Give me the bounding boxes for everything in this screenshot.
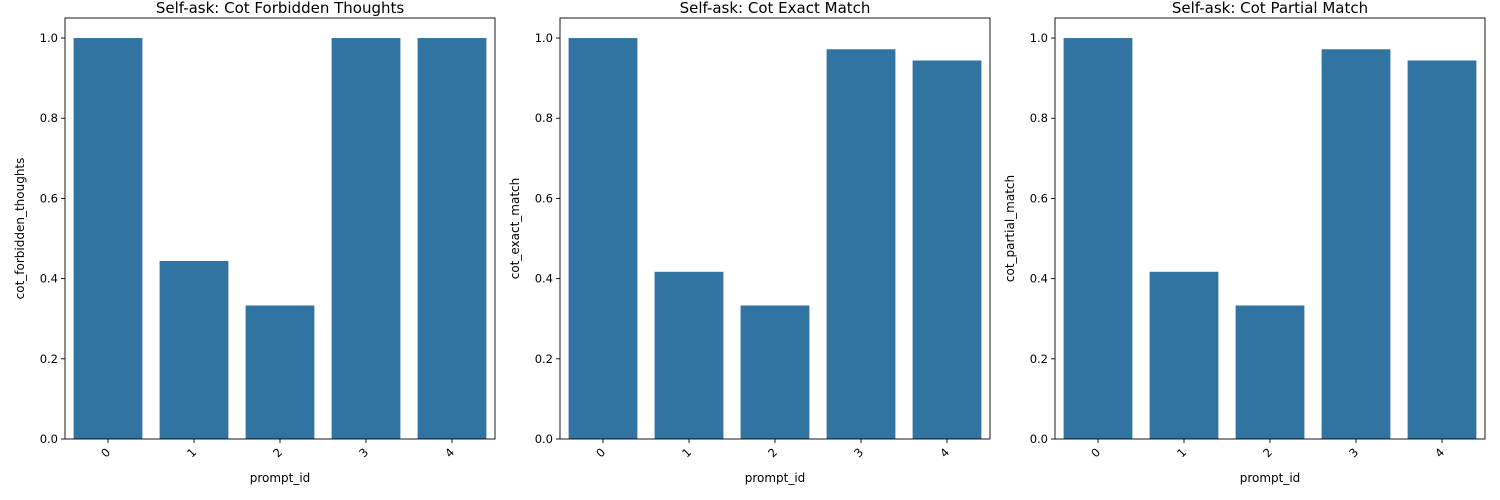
y-tick-label: 0.4 — [1030, 272, 1048, 286]
x-tick-label: 3 — [851, 445, 866, 460]
y-tick-label: 0.6 — [535, 191, 553, 205]
x-tick-label: 2 — [270, 445, 285, 460]
x-tick-label: 3 — [1346, 445, 1361, 460]
y-tick-label: 1.0 — [1030, 31, 1048, 45]
y-tick-label: 0.6 — [40, 191, 58, 205]
bar-1 — [1149, 271, 1219, 439]
x-tick-label: 1 — [679, 445, 694, 460]
x-tick-label: 4 — [442, 445, 457, 460]
bar-0 — [1063, 38, 1133, 440]
y-tick-label: 0.2 — [1030, 352, 1048, 366]
y-tick-label: 0.8 — [40, 111, 58, 125]
bar-3 — [826, 49, 896, 440]
y-tick-label: 0.2 — [535, 352, 553, 366]
y-tick-label: 0.0 — [535, 432, 553, 446]
bar-3 — [331, 38, 401, 440]
chart-panel-2: Self-ask: Cot Partial Match 0.0 0.2 0.4 0.6 0… — [1003, 0, 1486, 485]
bar-2 — [1235, 305, 1305, 439]
bar-4 — [1407, 60, 1477, 439]
x-tick-label: 1 — [1174, 445, 1189, 460]
bar-1 — [654, 271, 724, 439]
bar-4 — [912, 60, 982, 439]
y-axis-label: cot_forbidden_thoughts — [13, 158, 27, 300]
x-axis-label: prompt_id — [745, 471, 806, 485]
y-tick-label: 1.0 — [40, 31, 58, 45]
bar-2 — [740, 305, 810, 439]
y-tick-label: 1.0 — [535, 31, 553, 45]
bar-4 — [417, 38, 487, 440]
y-axis-label: cot_exact_match — [508, 178, 522, 280]
y-tick-label: 0.0 — [40, 432, 58, 446]
y-tick-label: 0.6 — [1030, 191, 1048, 205]
y-tick-label: 0.8 — [1030, 111, 1048, 125]
x-tick-label: 2 — [1260, 445, 1275, 460]
chart-title: Self-ask: Cot Partial Match — [1172, 0, 1368, 17]
bar-2 — [245, 305, 315, 439]
bar-1 — [159, 260, 229, 439]
bar-0 — [73, 38, 143, 440]
x-tick-label: 4 — [1432, 445, 1447, 460]
y-tick-label: 0.0 — [1030, 432, 1048, 446]
y-tick-label: 0.8 — [535, 111, 553, 125]
y-tick-label: 0.2 — [40, 352, 58, 366]
y-tick-label: 0.4 — [535, 272, 553, 286]
x-tick-label: 3 — [356, 445, 371, 460]
chart-title: Self-ask: Cot Exact Match — [680, 0, 871, 17]
y-tick-label: 0.4 — [40, 272, 58, 286]
chart-panel-0: Self-ask: Cot Forbidden Thoughts 0.0 0.2 0.… — [13, 0, 496, 485]
x-tick-label: 0 — [1088, 445, 1103, 460]
bar-3 — [1321, 49, 1391, 440]
x-axis-label: prompt_id — [1240, 471, 1301, 485]
x-tick-label: 1 — [184, 445, 199, 460]
x-tick-label: 0 — [593, 445, 608, 460]
x-tick-label: 4 — [937, 445, 952, 460]
x-axis-label: prompt_id — [250, 471, 311, 485]
chart-title: Self-ask: Cot Forbidden Thoughts — [156, 0, 405, 17]
x-tick-label: 0 — [98, 445, 113, 460]
y-axis-label: cot_partial_match — [1003, 175, 1017, 282]
bar-0 — [568, 38, 638, 440]
x-tick-label: 2 — [765, 445, 780, 460]
chart-panel-1: Self-ask: Cot Exact Match 0.0 0.2 0.4 0.6 0.8… — [508, 0, 991, 485]
